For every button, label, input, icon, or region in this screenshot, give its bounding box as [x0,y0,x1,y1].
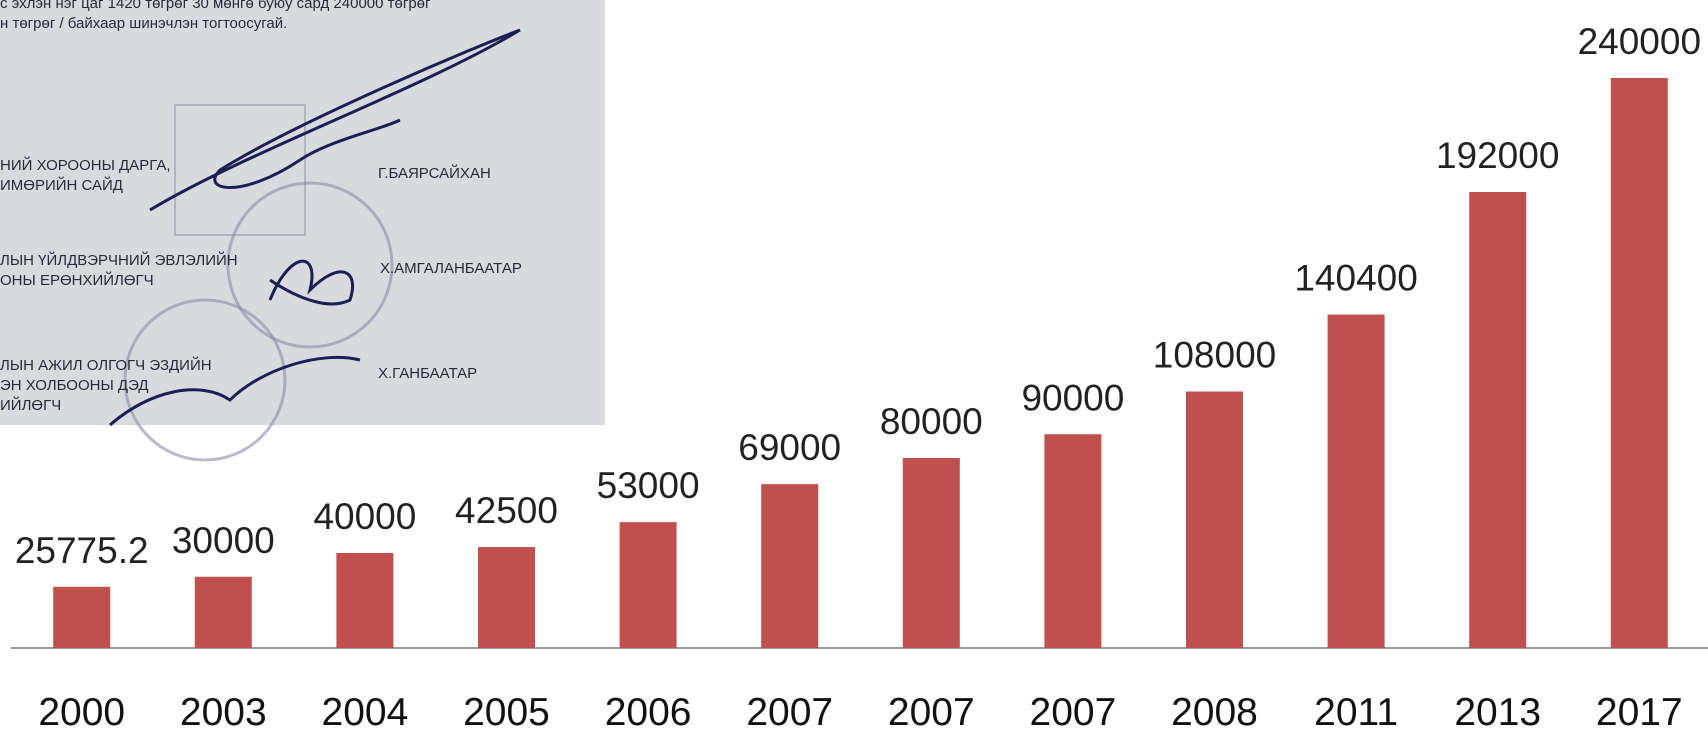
signatory-title: ИМӨРИЙН САЙД [0,176,123,194]
signature [109,355,361,427]
data-label: 69000 [738,427,841,468]
data-label: 53000 [597,465,700,506]
x-tick-label: 2004 [322,691,409,732]
bar [619,522,677,648]
bar [1610,78,1668,648]
data-label: 192000 [1436,135,1559,176]
signatory-title: ИЙЛӨГЧ [0,396,61,414]
signatory-name: Х.ГАНБААТАР [378,365,477,382]
x-tick-label: 2017 [1596,691,1683,732]
data-label: 40000 [313,496,416,537]
bar [1186,391,1243,648]
signatory-name: Х.АМГАЛАНБААТАР [380,260,522,277]
x-tick-label: 2008 [1171,691,1258,732]
document-photo: с эхлэн нэг цаг 1420 төгрөг 30 мөнгө бую… [0,0,605,462]
signature [268,259,355,306]
x-tick-label: 2007 [888,691,975,732]
signatory-title: ЛЫН ҮЙЛДВЭРЧНИЙ ЭВЛЭЛИЙН [0,251,238,269]
bar [902,458,960,648]
x-tick-label: 2000 [38,691,125,732]
signatory-title: ЭН ХОЛБООНЫ ДЭД [0,377,149,394]
signatory-name: Г.БАЯРСАЙХАН [378,164,491,182]
seal [123,298,287,462]
bar [761,484,819,648]
data-label: 240000 [1578,21,1701,62]
bar [1469,192,1527,648]
x-tick-label: 2013 [1454,691,1541,732]
document-line: с эхлэн нэг цаг 1420 төгрөг 30 мөнгө бую… [0,0,431,12]
photo-background [0,0,605,425]
signatory-title: ОНЫ ЕРӨНХИЙЛӨГЧ [0,271,154,289]
document-line: н төгрөг / байхаар шинэчлэн тогтоосугай. [0,15,287,32]
data-label: 108000 [1153,335,1276,376]
bar [194,576,252,648]
x-tick-label: 2007 [1030,691,1117,732]
signatory-title: ЛЫН АЖИЛ ОЛГОГЧ ЭЗДИЙН [0,356,212,374]
x-tick-label: 2005 [463,691,550,732]
bar [53,586,111,648]
x-tick-label: 2006 [605,691,692,732]
data-label: 30000 [172,520,275,561]
bar [1327,314,1385,648]
bar [336,553,394,648]
x-tick-label: 2007 [746,691,833,732]
data-label: 90000 [1021,377,1124,418]
x-tick-label: 2003 [180,691,267,732]
bar [478,547,535,648]
signatory-title: НИЙ ХОРООНЫ ДАРГА, [0,156,171,174]
data-label: 80000 [880,401,983,442]
x-tick-label: 2011 [1314,691,1398,732]
data-label: 140400 [1294,258,1417,299]
data-label: 25775.2 [15,530,149,571]
data-label: 42500 [455,490,558,531]
signature [149,28,521,212]
seal [226,181,394,349]
bar [1044,434,1102,648]
stamp [174,104,306,236]
